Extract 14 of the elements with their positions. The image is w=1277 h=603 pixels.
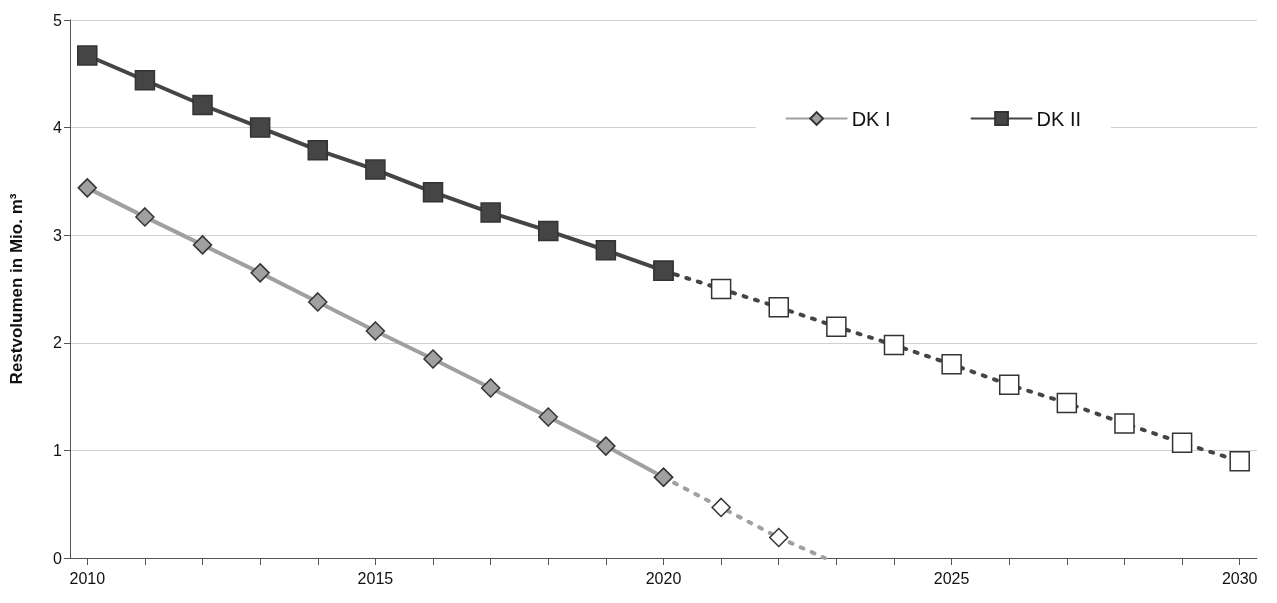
x-tick-label: 2030 xyxy=(1221,569,1258,587)
y-tick-label: 1 xyxy=(53,441,63,459)
x-tick-label: 2015 xyxy=(357,569,394,587)
y-tick-label: 5 xyxy=(53,11,63,29)
y-tick-label: 2 xyxy=(53,334,63,352)
y-axis-title: Restvolumen in Mio. m³ xyxy=(7,193,26,385)
y-tick-label: 0 xyxy=(53,549,63,567)
x-tick-label: 2010 xyxy=(69,569,106,587)
y-tick-label: 3 xyxy=(53,226,63,244)
legend-label: DK I xyxy=(851,107,891,130)
legend-label: DK II xyxy=(1036,107,1081,130)
y-tick-label: 4 xyxy=(53,119,63,137)
x-tick-label: 2025 xyxy=(933,569,970,587)
x-tick-label: 2020 xyxy=(645,569,682,587)
